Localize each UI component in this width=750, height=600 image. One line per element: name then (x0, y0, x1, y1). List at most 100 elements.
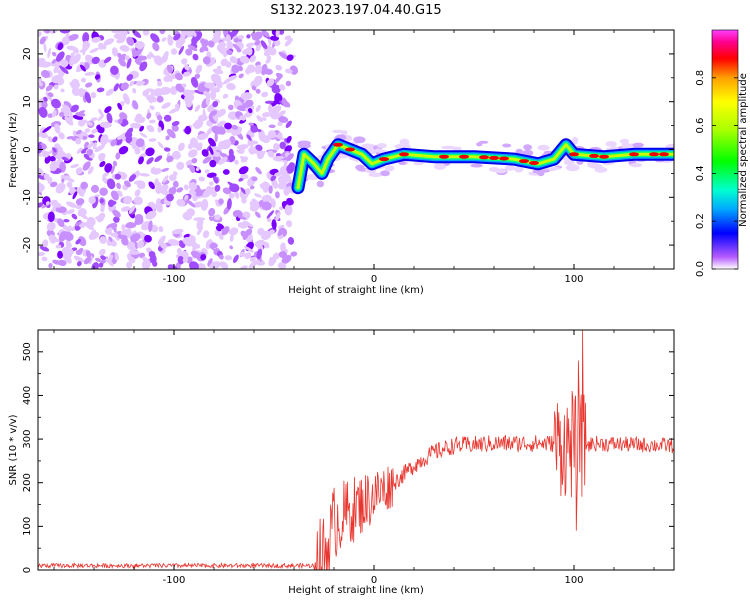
noise-blob (266, 78, 275, 87)
noise-blob (260, 40, 268, 50)
noise-blob (51, 51, 57, 57)
noise-blob (209, 146, 214, 155)
noise-blob (71, 213, 78, 220)
noise-blob (55, 182, 66, 194)
noise-blob (263, 30, 270, 38)
noise-blob (254, 193, 262, 198)
noise-blob (188, 189, 197, 196)
noise-blob (169, 174, 177, 182)
noise-blob (238, 147, 245, 154)
noise-blob (208, 216, 214, 222)
noise-blob (284, 68, 293, 74)
noise-blob (222, 187, 232, 195)
noise-blob (240, 156, 249, 163)
noise-blob (42, 239, 49, 248)
noise-blob (183, 233, 190, 239)
signal-track (291, 129, 674, 195)
noise-blob (148, 250, 156, 259)
noise-blob (84, 221, 94, 231)
noise-blob (204, 169, 210, 174)
noise-blob (57, 77, 65, 86)
noise-blob (224, 255, 233, 261)
noise-blob (74, 221, 82, 227)
noise-blob (97, 114, 105, 122)
noise-blob (134, 47, 144, 57)
noise-blob (214, 151, 221, 157)
noise-blob (58, 132, 65, 140)
track-hot-core (649, 152, 659, 157)
noise-blob (248, 122, 254, 126)
noise-blob (222, 93, 229, 99)
noise-blob (251, 85, 257, 91)
noise-blob (250, 125, 259, 133)
noise-blob (134, 116, 146, 124)
noise-blob (49, 160, 58, 172)
noise-blob (284, 37, 293, 47)
noise-blob (196, 189, 207, 197)
noise-blob (54, 123, 61, 134)
noise-blob (133, 196, 143, 205)
noise-blob (185, 159, 194, 166)
noise-blob (193, 217, 206, 222)
noise-blob (61, 156, 69, 162)
noise-blob (208, 207, 216, 217)
noise-blob (98, 108, 104, 116)
noise-blob (196, 133, 209, 140)
noise-blob (189, 164, 196, 173)
noise-blob (275, 64, 283, 71)
noise-blob (122, 118, 129, 126)
noise-blob (169, 86, 178, 95)
noise-blob (186, 208, 195, 217)
y-tick-label: 400 (22, 386, 33, 405)
noise-blob (135, 138, 145, 148)
noise-blob (88, 134, 95, 139)
noise-blob (105, 88, 114, 96)
noise-blob (184, 64, 190, 71)
spectrogram-xlabel: Height of straight line (km) (288, 285, 424, 296)
noise-blob (229, 245, 233, 250)
noise-blob (190, 77, 199, 88)
noise-blob (168, 38, 174, 46)
noise-blob (192, 123, 198, 128)
noise-blob (75, 249, 83, 256)
noise-blob (41, 150, 50, 158)
noise-blob (224, 122, 232, 130)
noise-blob (98, 262, 104, 268)
noise-blob (51, 110, 57, 118)
noise-blob (50, 98, 62, 109)
noise-blob (216, 120, 226, 127)
x-tick-label: 0 (371, 575, 377, 586)
noise-blob (94, 144, 105, 153)
track-halo-blob (619, 138, 630, 144)
noise-blob (273, 143, 280, 151)
noise-blob (98, 42, 105, 50)
noise-blob (211, 190, 217, 198)
noise-blob (266, 210, 275, 219)
noise-blob (286, 135, 292, 143)
noise-blob (119, 234, 128, 239)
colorbar: 0.0 0.2 0.4 0.6 0.8 Normalized spectral ampl… (695, 29, 749, 277)
noise-blob (83, 153, 93, 161)
noise-blob (155, 185, 162, 194)
noise-blob (246, 134, 252, 141)
colorbar-frame (711, 29, 739, 270)
noise-blob (209, 159, 217, 168)
noise-blob (186, 256, 193, 264)
noise-blob (72, 130, 78, 138)
noise-blob (153, 55, 163, 66)
noise-blob (137, 240, 145, 249)
noise-blob (161, 167, 170, 172)
x-tick-label: 0 (371, 274, 377, 285)
noise-blob (183, 184, 189, 191)
noise-blob (48, 30, 58, 34)
noise-blob (283, 255, 291, 262)
noise-blob (281, 97, 288, 108)
noise-blob (111, 47, 118, 57)
noise-blob (274, 171, 284, 177)
y-tick-label: -10 (22, 189, 33, 205)
noise-blob (214, 229, 220, 236)
noise-blob (80, 64, 86, 72)
noise-blob (155, 201, 163, 213)
noise-blob (41, 70, 50, 78)
snr-panel: -100 0 100 0 100 200 300 400 500 Height of strai… (8, 329, 675, 596)
